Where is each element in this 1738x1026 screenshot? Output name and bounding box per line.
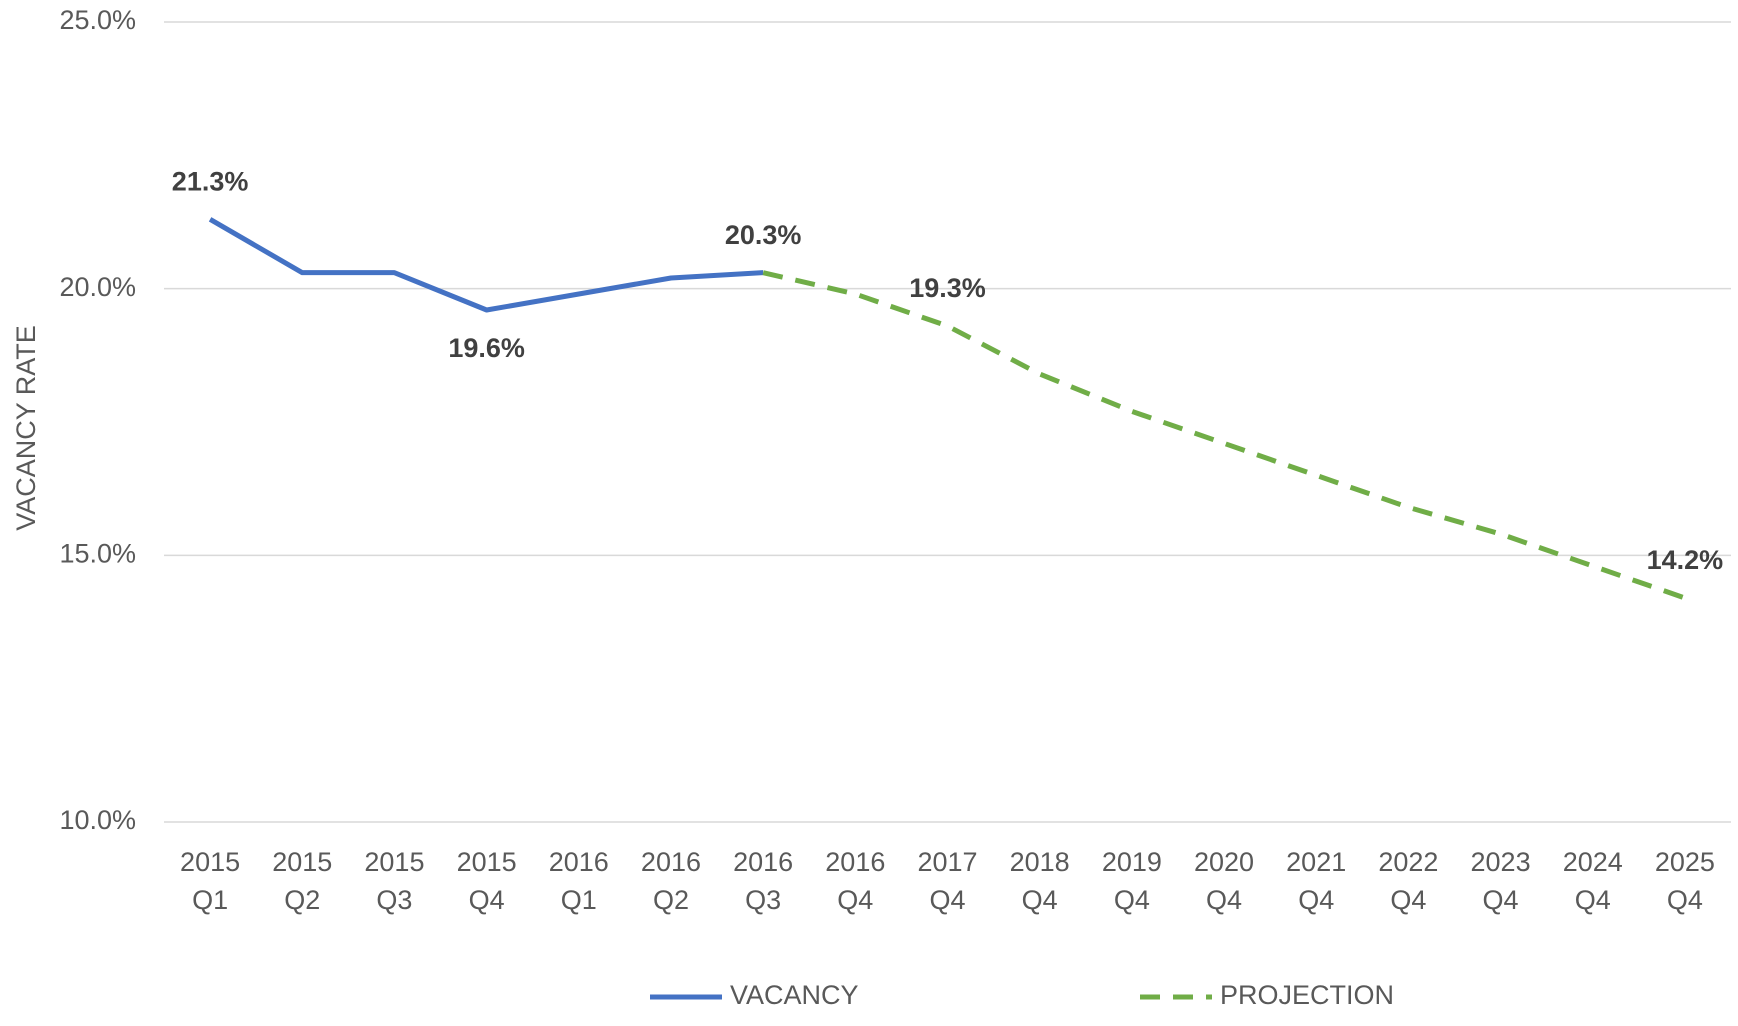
legend-label: VACANCY xyxy=(730,980,859,1010)
data-label: 20.3% xyxy=(725,220,802,250)
legend-label: PROJECTION xyxy=(1220,980,1394,1010)
x-tick-label: 2021 xyxy=(1286,847,1346,877)
x-tick-label: 2015 xyxy=(364,847,424,877)
x-tick-label: Q4 xyxy=(1575,885,1611,915)
x-tick-label: Q4 xyxy=(1390,885,1426,915)
x-tick-label: 2016 xyxy=(549,847,609,877)
x-tick-label: 2016 xyxy=(641,847,701,877)
x-tick-label: 2023 xyxy=(1471,847,1531,877)
data-label: 19.3% xyxy=(909,273,986,303)
x-tick-label: 2016 xyxy=(733,847,793,877)
x-tick-label: 2017 xyxy=(917,847,977,877)
x-tick-label: 2018 xyxy=(1010,847,1070,877)
data-label: 19.6% xyxy=(448,333,525,363)
x-tick-label: Q2 xyxy=(284,885,320,915)
x-tick-label: Q3 xyxy=(376,885,412,915)
y-tick-label: 20.0% xyxy=(59,272,136,302)
x-tick-label: Q4 xyxy=(1298,885,1334,915)
line xyxy=(762,270,1686,601)
x-tick-label: Q4 xyxy=(929,885,965,915)
x-tick-label: Q4 xyxy=(837,885,873,915)
y-tick-label: 15.0% xyxy=(59,538,136,568)
x-tick-label: 2019 xyxy=(1102,847,1162,877)
x-tick-label: Q4 xyxy=(1483,885,1519,915)
x-tick-label: Q4 xyxy=(1114,885,1150,915)
x-tick-label: Q4 xyxy=(1022,885,1058,915)
x-tick-label: Q1 xyxy=(561,885,597,915)
x-tick-label: 2015 xyxy=(457,847,517,877)
data-label: 21.3% xyxy=(172,166,249,196)
x-tick-label: 2016 xyxy=(825,847,885,877)
x-tick-label: Q2 xyxy=(653,885,689,915)
line xyxy=(208,217,764,313)
x-tick-label: 2024 xyxy=(1563,847,1623,877)
x-tick-label: Q4 xyxy=(469,885,505,915)
x-tick-label: 2015 xyxy=(272,847,332,877)
x-tick-label: 2015 xyxy=(180,847,240,877)
x-tick-label: Q4 xyxy=(1667,885,1703,915)
data-label: 14.2% xyxy=(1647,545,1724,575)
y-axis-label: VACANCY RATE xyxy=(11,325,41,531)
x-tick-label: Q4 xyxy=(1206,885,1242,915)
x-tick-label: 2022 xyxy=(1378,847,1438,877)
y-tick-label: 25.0% xyxy=(59,5,136,35)
x-tick-label: Q1 xyxy=(192,885,228,915)
y-tick-label: 10.0% xyxy=(59,805,136,835)
x-tick-label: 2025 xyxy=(1655,847,1715,877)
x-tick-label: Q3 xyxy=(745,885,781,915)
x-tick-label: 2020 xyxy=(1194,847,1254,877)
